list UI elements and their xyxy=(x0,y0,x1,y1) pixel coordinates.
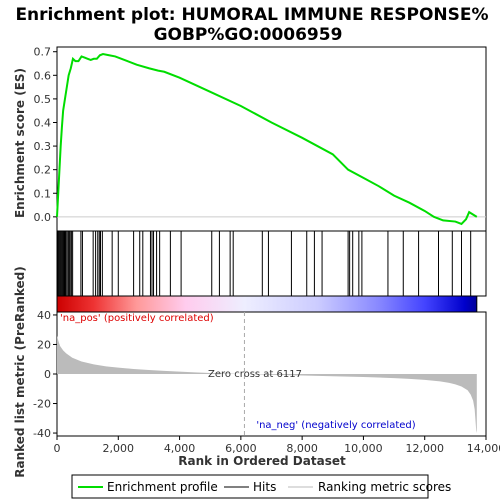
metric-y-tick-label: 20 xyxy=(37,338,51,351)
zero-cross-label: Zero cross at 6117 xyxy=(208,369,302,380)
x-tick-label: 14,000 xyxy=(467,442,500,455)
legend-box xyxy=(71,474,429,499)
es-y-tick-label: 0.1 xyxy=(34,187,52,200)
x-tick-label: 12,000 xyxy=(405,442,444,455)
es-y-tick-label: 0.0 xyxy=(34,211,52,224)
metric-y-axis-label: Ranked list metric (PreRanked) xyxy=(13,266,27,478)
pos-correlation-label: 'na_pos' (positively correlated) xyxy=(60,313,214,324)
es-y-tick-label: 0.2 xyxy=(34,164,52,177)
es-y-tick-label: 0.6 xyxy=(34,69,52,82)
x-axis-label: Rank in Ordered Dataset xyxy=(178,454,346,468)
x-tick-label: 10,000 xyxy=(344,442,383,455)
x-tick-label: 6,000 xyxy=(225,442,257,455)
legend-label-hits: Hits xyxy=(253,480,276,494)
metric-y-tick-label: -20 xyxy=(33,398,51,411)
x-tick-label: 8,000 xyxy=(286,442,318,455)
es-y-tick-label: 0.5 xyxy=(34,93,52,106)
metric-y-tick-label: 0 xyxy=(44,368,51,381)
hits-panel-frame xyxy=(56,230,487,297)
es-y-axis-label: Enrichment score (ES) xyxy=(13,68,27,218)
es-y-tick-label: 0.3 xyxy=(34,140,52,153)
chart-title-line2: GOBP%GO:0006959 xyxy=(154,25,343,45)
metric-y-tick-label: 40 xyxy=(37,309,51,322)
legend-label-metric: Ranking metric scores xyxy=(318,480,451,494)
x-tick-label: 0 xyxy=(54,442,61,455)
x-axis-ticks: 0 2,000 4,000 6,000 8,000 10,000 12,000 14,000 xyxy=(54,436,500,455)
es-y-tick-label: 0.7 xyxy=(34,46,52,59)
x-tick-label: 2,000 xyxy=(103,442,135,455)
chart-title-line1: Enrichment plot: HUMORAL IMMUNE RESPONSE… xyxy=(15,5,488,25)
rank-color-bar xyxy=(56,295,478,313)
enrichment-profile-line xyxy=(56,53,478,226)
x-tick-label: 4,000 xyxy=(164,442,196,455)
es-y-tick-label: 0.4 xyxy=(34,116,52,129)
es-y-ticks: 0.0 0.1 0.2 0.3 0.4 0.5 0.6 0.7 xyxy=(34,46,57,224)
es-panel-frame xyxy=(56,46,487,232)
legend-label-enrichment: Enrichment profile xyxy=(107,480,218,494)
neg-correlation-label: 'na_neg' (negatively correlated) xyxy=(256,420,415,431)
metric-y-ticks: 40 20 0 -20 -40 xyxy=(33,309,57,440)
hits-markers xyxy=(57,231,472,296)
metric-y-tick-label: -40 xyxy=(33,427,51,440)
